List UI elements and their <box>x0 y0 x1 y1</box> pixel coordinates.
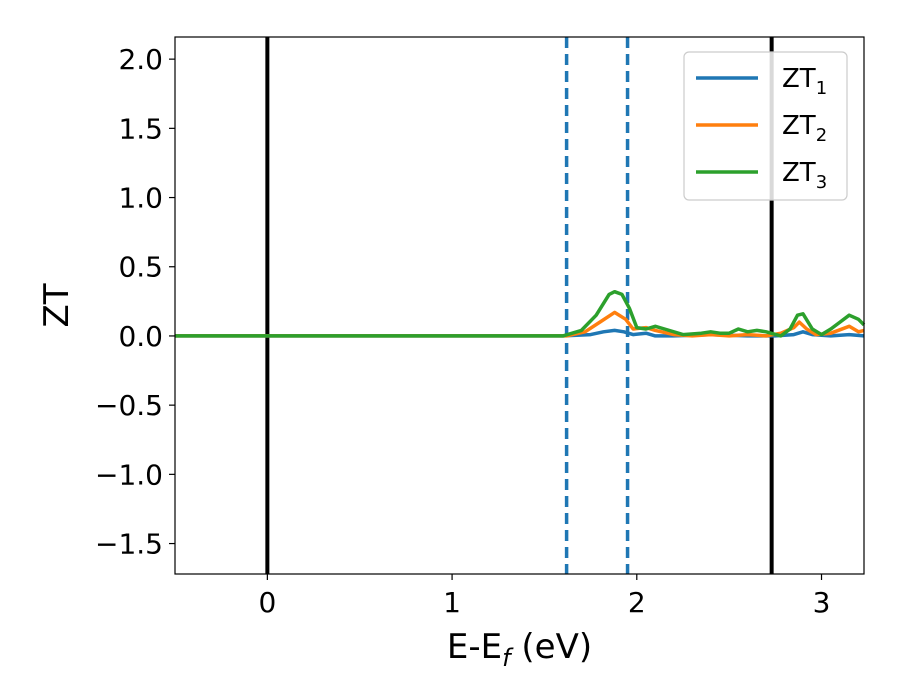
series-line-zt3 <box>175 289 866 338</box>
y-axis-label: ZT <box>37 283 77 327</box>
y-tick-label: −0.5 <box>95 389 163 422</box>
plot-frame <box>174 36 865 575</box>
legend-label-zt2: ZT2 <box>782 111 827 146</box>
y-tick-label: 0.0 <box>118 320 163 353</box>
legend: ZT1 ZT2 ZT3 <box>683 51 848 201</box>
x-tick-label: 3 <box>813 586 831 619</box>
y-tick-label: 1.5 <box>118 112 163 145</box>
legend-label-zt3: ZT3 <box>782 158 827 193</box>
x-axis-ticks: 0 1 2 3 <box>258 574 830 619</box>
legend-label-zt1: ZT1 <box>782 64 827 99</box>
x-tick-label: 0 <box>258 586 276 619</box>
series-lines <box>175 289 866 338</box>
y-tick-label: 1.0 <box>118 182 163 215</box>
legend-box <box>683 51 848 201</box>
y-tick-label: 2.0 <box>118 43 163 76</box>
y-axis-ticks: −1.5 −1.0 −0.5 0.0 0.5 1.0 1.5 2.0 <box>95 43 175 561</box>
y-tick-label: 0.5 <box>118 251 163 284</box>
x-axis-label: E-Ef (eV) <box>447 627 592 672</box>
y-tick-label: −1.0 <box>95 458 163 491</box>
y-tick-label: −1.5 <box>95 528 163 561</box>
x-tick-label: 1 <box>443 586 461 619</box>
x-tick-label: 2 <box>628 586 646 619</box>
